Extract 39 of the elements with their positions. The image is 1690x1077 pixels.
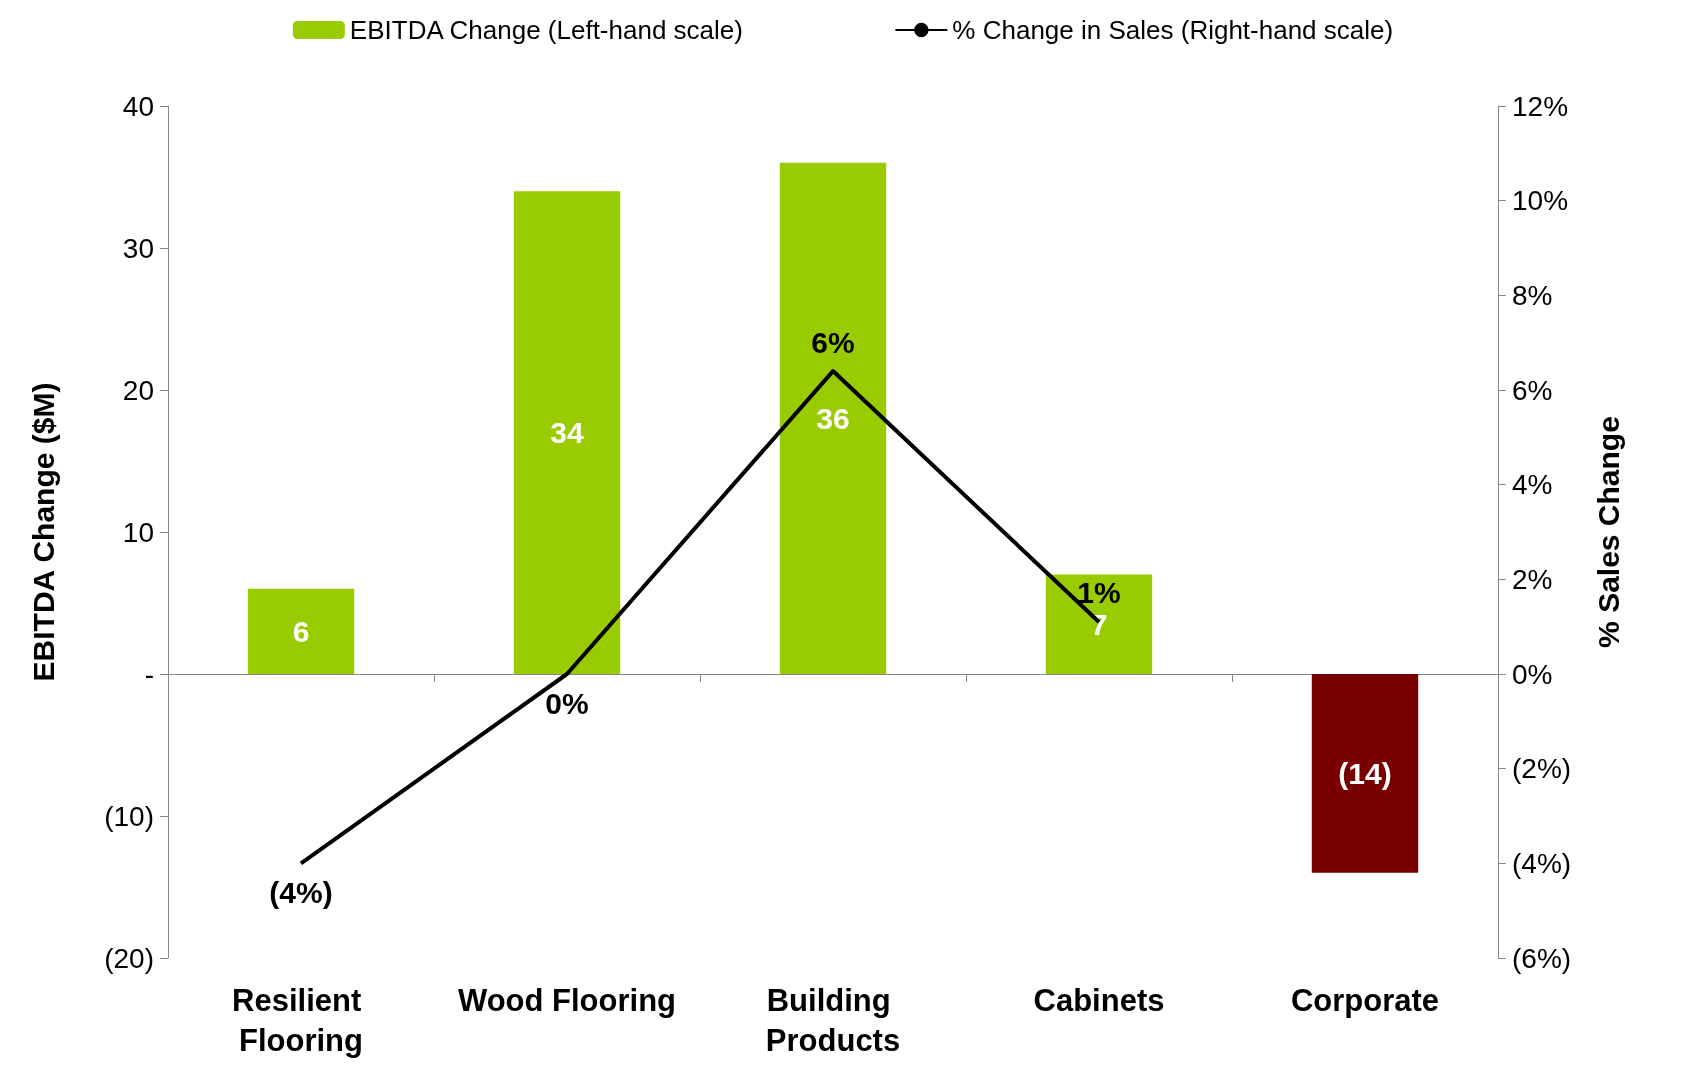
data-label: 34: [550, 416, 584, 450]
y2-tick-label: (6%): [1512, 942, 1572, 974]
legend-label: % Change in Sales (Right-hand scale): [952, 15, 1394, 45]
y-tick-label: (10): [104, 800, 154, 832]
x-tick-label: Building Products: [765, 982, 901, 1058]
y2-tick-label: 12%: [1512, 90, 1569, 122]
y2-tick-label: 4%: [1512, 469, 1553, 501]
data-label: 0%: [545, 686, 589, 720]
x-tick-label: Resilient Flooring: [232, 982, 370, 1058]
y2-tick-label: 0%: [1512, 658, 1553, 690]
data-label: (14): [1338, 756, 1392, 790]
bar: [779, 162, 887, 674]
data-label: (4%): [269, 875, 333, 909]
bar: [513, 191, 621, 674]
y2-tick-label: 2%: [1512, 563, 1553, 595]
y-axis-title: EBITDA Change ($M): [26, 382, 60, 682]
y-tick-label: (20): [104, 942, 154, 974]
y-tick-label: 10: [122, 516, 154, 548]
y2-tick-label: (4%): [1512, 847, 1572, 879]
y2-tick-label: 10%: [1512, 185, 1569, 217]
legend-label: EBITDA Change (Left-hand scale): [349, 15, 743, 45]
y-tick-label: 20: [122, 374, 154, 406]
x-tick-label: Corporate: [1290, 982, 1440, 1018]
data-label: 36: [816, 401, 850, 435]
x-tick-label: Cabinets: [1033, 982, 1165, 1018]
bar: [1311, 674, 1419, 873]
data-label: 6%: [811, 325, 855, 359]
y2-tick-label: 6%: [1512, 374, 1553, 406]
y2-tick-label: (2%): [1512, 753, 1572, 785]
y2-tick-label: 8%: [1512, 279, 1553, 311]
y-tick-label: 40: [122, 90, 154, 122]
data-label: 1%: [1077, 576, 1121, 610]
y2-axis-title: % Sales Change: [1591, 416, 1625, 648]
y-tick-label: -: [144, 658, 154, 690]
data-label: 6: [292, 614, 310, 648]
x-tick-label: Wood Flooring: [457, 982, 677, 1018]
bar: [1045, 574, 1153, 674]
bar: [247, 588, 355, 674]
y-tick-label: 30: [122, 232, 154, 264]
